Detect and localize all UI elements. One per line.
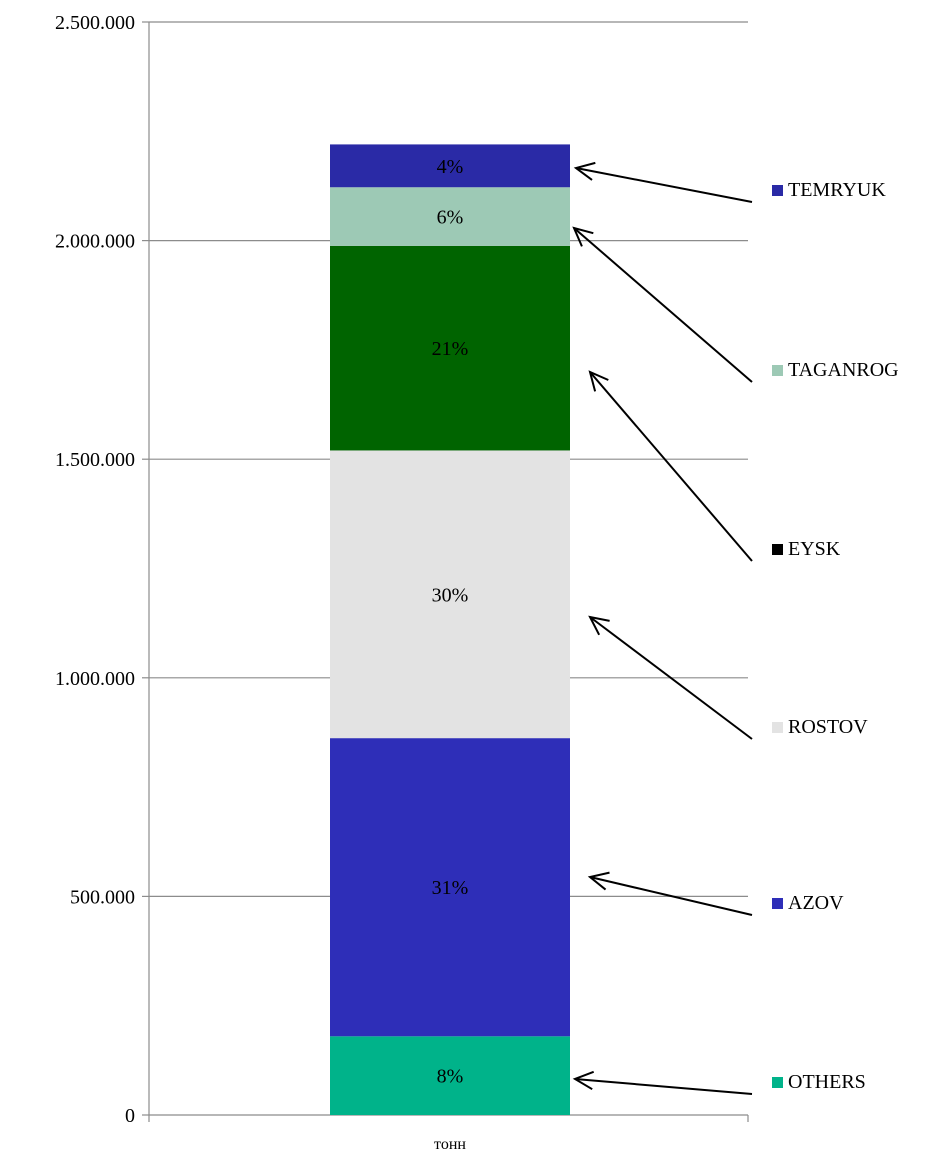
legend-marker-eysk <box>772 544 783 555</box>
bar-segment-eysk <box>330 245 570 451</box>
legend-marker-rostov <box>772 722 783 733</box>
legend-arrow-head <box>573 161 596 181</box>
bar-segments <box>330 144 570 1115</box>
y-tick-label: 1.000.000 <box>55 668 135 690</box>
y-tick-label: 500.000 <box>70 886 135 908</box>
legend: OTHERS AZOV ROSTOV EYSK TAGANROG TEMRYUK <box>772 179 899 1093</box>
legend-arrow-line <box>574 1078 753 1095</box>
axes: 0 500.000 1.000.000 1.500.000 2.000.000 2.500… <box>55 12 749 1153</box>
bar-segment-rostov <box>330 450 570 739</box>
legend-arrow-head <box>572 1070 595 1091</box>
legend-arrows <box>572 161 753 1095</box>
legend-arrow-head <box>587 871 610 891</box>
y-tick-label: 2.000.000 <box>55 231 135 253</box>
data-label-rostov: 30% <box>432 584 469 606</box>
legend-label-taganrog: TAGANROG <box>788 359 899 381</box>
data-label-others: 8% <box>437 1066 464 1088</box>
data-label-eysk: 21% <box>432 338 469 360</box>
legend-arrow-head <box>588 615 610 636</box>
legend-label-eysk: EYSK <box>788 538 841 560</box>
legend-arrow-line <box>573 227 753 383</box>
legend-marker-taganrog <box>772 365 783 376</box>
y-tick-label: 1.500.000 <box>55 449 135 471</box>
bar-segment-azov <box>330 738 570 1037</box>
data-label-azov: 31% <box>432 877 469 899</box>
legend-arrow-line <box>589 876 753 916</box>
legend-label-temryuk: TEMRYUK <box>788 179 886 201</box>
bar-segment-taganrog <box>330 187 570 246</box>
legend-arrow-head <box>572 226 594 247</box>
data-label-taganrog: 6% <box>437 207 464 229</box>
legend-arrow-line <box>575 167 753 203</box>
legend-marker-azov <box>772 898 783 909</box>
legend-label-rostov: ROSTOV <box>788 716 868 738</box>
legend-marker-others <box>772 1077 783 1088</box>
bar-segment-others <box>330 1036 570 1115</box>
legend-arrow-line <box>589 371 753 562</box>
segment-labels: 8% 31% 30% 21% 6% 4% <box>432 156 469 1088</box>
bar-segment-temryuk <box>330 144 570 188</box>
legend-arrow-head <box>588 370 609 392</box>
y-tick-label: 0 <box>125 1105 135 1127</box>
legend-marker-temryuk <box>772 185 783 196</box>
legend-label-azov: AZOV <box>788 892 844 914</box>
legend-label-others: OTHERS <box>788 1071 866 1093</box>
data-label-temryuk: 4% <box>437 156 464 178</box>
x-category-label: тонн <box>434 1136 466 1153</box>
legend-arrow-line <box>589 616 753 740</box>
y-tick-label: 2.500.000 <box>55 12 135 34</box>
